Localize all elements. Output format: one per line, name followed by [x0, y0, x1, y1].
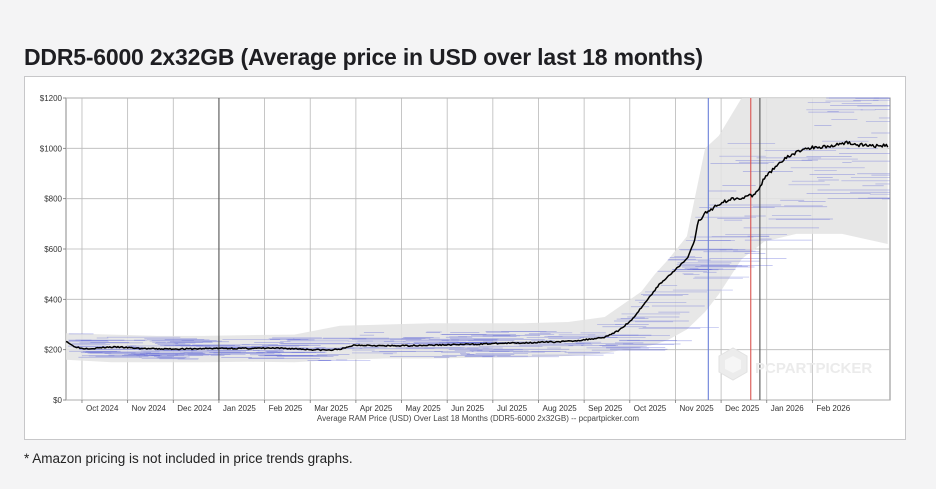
y-tick-label: $1200 — [40, 94, 63, 103]
price-chart-svg: PCPARTPICKER $0 $200 $400 $600 $800 $1000 $120… — [40, 94, 891, 423]
page-title: DDR5-6000 2x32GB (Average price in USD o… — [24, 44, 703, 70]
pcpartpicker-logo-icon — [718, 347, 748, 381]
y-tick-label: $600 — [44, 245, 62, 254]
average-price-path — [65, 140, 889, 352]
x-tick-label: Jan 2025 — [223, 404, 256, 413]
x-tick-label: Sep 2025 — [588, 404, 623, 413]
event-markers — [218, 98, 761, 400]
y-tick-label: $1000 — [40, 144, 63, 153]
y-tick-label: $400 — [44, 295, 62, 304]
price-range-band — [66, 98, 888, 363]
x-tick-label: Dec 2025 — [725, 404, 760, 413]
watermark: PCPARTPICKER — [718, 347, 872, 381]
footnote: * Amazon pricing is not included in pric… — [24, 451, 353, 466]
x-tick-label: Feb 2026 — [816, 404, 850, 413]
y-tick-label: $0 — [53, 396, 62, 405]
x-tick-label: Jun 2025 — [451, 404, 484, 413]
x-tick-label: Aug 2025 — [542, 404, 577, 413]
x-axis-caption: Average RAM Price (USD) Over Last 18 Mon… — [317, 414, 640, 423]
y-tick-label: $800 — [44, 195, 62, 204]
x-tick-label: Jul 2025 — [497, 404, 528, 413]
average-price-line — [65, 140, 889, 352]
watermark-text: PCPARTPICKER — [755, 360, 872, 377]
x-tick-label: Mar 2025 — [314, 404, 348, 413]
y-tick-label: $200 — [44, 346, 62, 355]
price-chart[interactable]: PCPARTPICKER $0 $200 $400 $600 $800 $1000 $120… — [24, 76, 906, 440]
x-tick-label: Oct 2024 — [86, 404, 119, 413]
x-axis-ticks: Oct 2024 Nov 2024 Dec 2024 Jan 2025 Feb 2025… — [81, 400, 851, 413]
price-range-area — [66, 98, 888, 363]
x-tick-label: May 2025 — [406, 404, 442, 413]
x-tick-label: Dec 2024 — [177, 404, 212, 413]
x-tick-label: Oct 2025 — [634, 404, 667, 413]
x-tick-label: Nov 2025 — [679, 404, 714, 413]
x-tick-label: Jan 2026 — [771, 404, 804, 413]
y-axis-ticks: $0 $200 $400 $600 $800 $1000 $1200 — [40, 94, 66, 405]
x-tick-label: Feb 2025 — [269, 404, 303, 413]
x-tick-label: Apr 2025 — [360, 404, 393, 413]
x-tick-label: Nov 2024 — [132, 404, 167, 413]
